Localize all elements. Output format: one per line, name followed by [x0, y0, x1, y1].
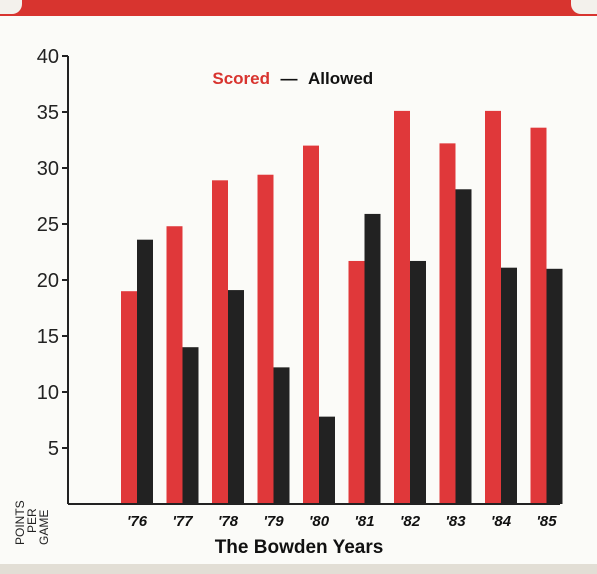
- bar-scored: [439, 143, 456, 505]
- x-axis-title: The Bowden Years: [215, 537, 384, 558]
- bar-allowed: [410, 260, 426, 504]
- bar-allowed: [137, 239, 153, 504]
- bar-scored: [166, 226, 183, 505]
- bar-allowed: [455, 189, 472, 504]
- y-tick-label: 20: [37, 270, 59, 292]
- y-title-line-1: POINTS: [13, 500, 27, 545]
- legend-separator: —: [281, 69, 298, 88]
- x-tick-label: '79: [263, 513, 284, 530]
- legend-scored: Scored: [212, 69, 270, 88]
- y-tick-label: 35: [37, 102, 59, 124]
- y-title-line-2: PER: [25, 508, 39, 533]
- bar-scored: [121, 291, 137, 504]
- bar-allowed: [273, 367, 290, 504]
- x-tick-label: '81: [354, 513, 374, 530]
- bars-layer: [121, 110, 563, 505]
- bar-allowed: [546, 268, 563, 504]
- bar-scored: [348, 260, 365, 504]
- bar-allowed: [228, 290, 244, 504]
- x-tick-label: '76: [127, 513, 148, 530]
- bar-allowed: [501, 267, 517, 504]
- y-tick-label: 15: [37, 326, 59, 348]
- bar-scored: [257, 174, 274, 504]
- bar-scored: [485, 110, 501, 504]
- y-tick-label: 40: [37, 46, 59, 68]
- x-tick-label: '83: [445, 513, 466, 530]
- x-tick-label: '78: [218, 513, 239, 530]
- x-ticks-layer: '76 '77 '78 '79 '80 '81 '82 '83 '84 '85: [127, 513, 557, 530]
- bar-scored: [212, 180, 228, 504]
- legend-allowed: Allowed: [308, 69, 373, 88]
- bar-scored: [394, 110, 410, 504]
- x-tick-label: '82: [400, 513, 421, 530]
- x-tick-label: '85: [536, 513, 557, 530]
- y-title-line-3: GAME: [37, 510, 51, 545]
- y-tick-label: 30: [37, 158, 59, 180]
- y-tick-label: 10: [37, 382, 59, 404]
- x-tick-label: '84: [491, 513, 512, 530]
- y-tick-label: 25: [37, 214, 59, 236]
- y-tick-label: 5: [48, 438, 59, 460]
- top-band-right-cap: [571, 0, 597, 14]
- bar-scored: [530, 127, 547, 505]
- y-axis-title: POINTS PER GAME: [13, 500, 51, 545]
- x-tick-label: '80: [309, 513, 330, 530]
- top-band: [0, 0, 597, 16]
- bar-scored: [303, 145, 319, 504]
- y-ticks-layer: 5 10 15 20 25 30 35 40: [37, 46, 68, 460]
- bottom-band: [0, 564, 597, 574]
- top-band-left-cap: [0, 0, 22, 14]
- bar-allowed: [182, 347, 199, 504]
- bar-allowed: [319, 416, 335, 504]
- x-tick-label: '77: [172, 513, 193, 530]
- bar-allowed: [364, 213, 381, 505]
